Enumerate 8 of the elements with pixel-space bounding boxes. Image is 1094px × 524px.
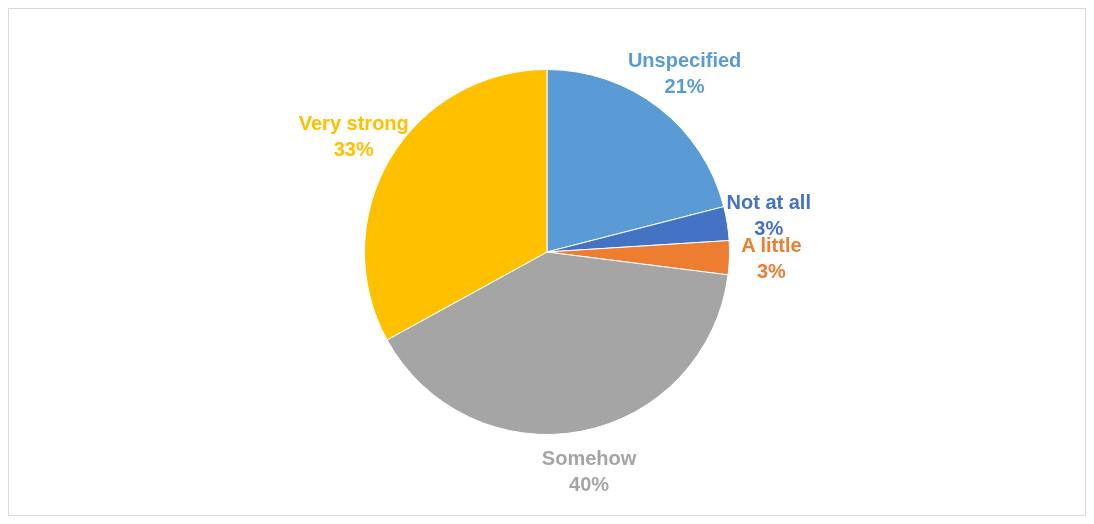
slice-label: Unspecified (627, 49, 742, 72)
slice-label: Not at all (726, 191, 811, 214)
data-label: 40% (569, 473, 610, 496)
data-label: 33% (333, 138, 374, 161)
slice-label: Somehow (541, 447, 637, 470)
data-label: 3% (756, 259, 787, 282)
slice-label: Very strong (298, 112, 409, 135)
data-label: 21% (664, 75, 705, 98)
